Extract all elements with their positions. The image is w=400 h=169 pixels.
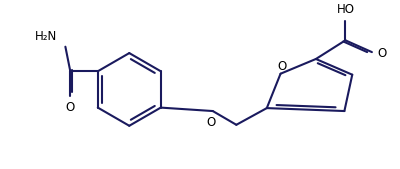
Text: O: O <box>277 60 286 73</box>
Text: O: O <box>206 116 216 129</box>
Text: H₂N: H₂N <box>35 30 58 43</box>
Text: O: O <box>378 47 387 60</box>
Text: O: O <box>66 101 75 114</box>
Text: HO: HO <box>336 3 354 16</box>
